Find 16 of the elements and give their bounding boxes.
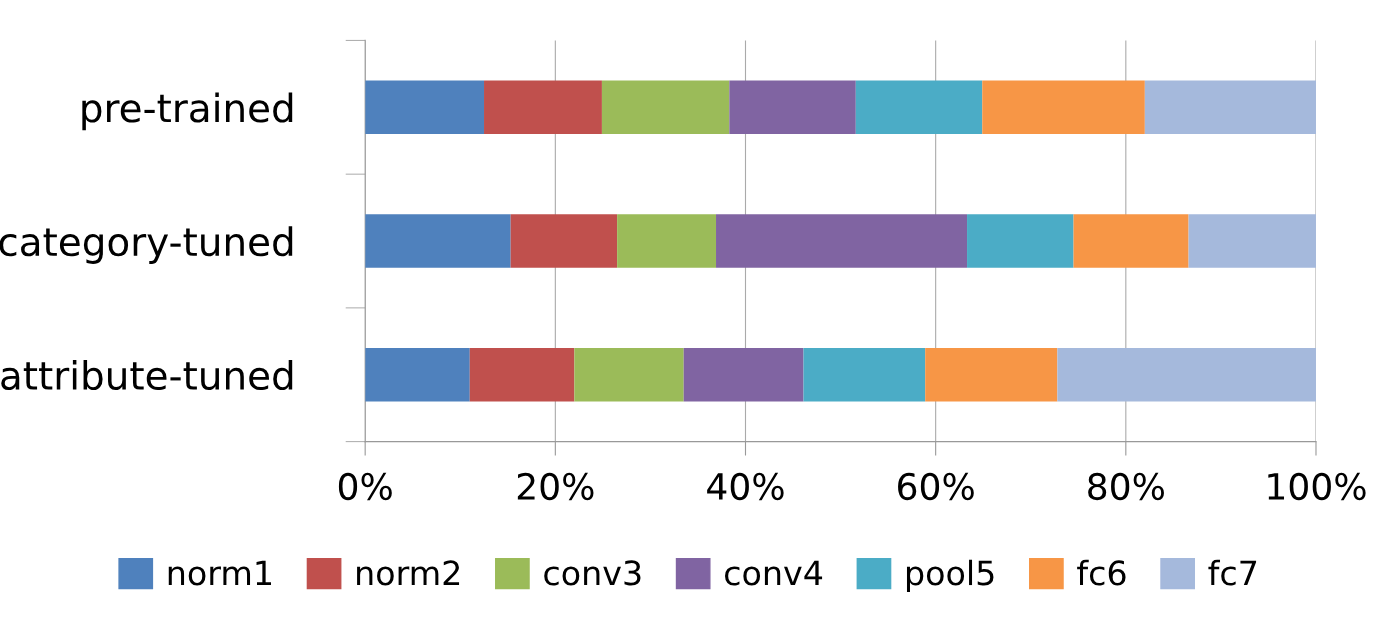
x-tick-label: 80%	[1088, 472, 1164, 501]
x-tick-label: 60%	[898, 472, 974, 501]
legend-label: conv4	[725, 560, 823, 586]
x-tick-label: 0%	[338, 472, 392, 501]
legend-label: norm1	[168, 560, 271, 586]
legend-label: norm2	[357, 560, 460, 586]
x-tick-label: 40%	[707, 472, 784, 501]
y-tick-label: pre-trained	[82, 92, 293, 131]
x-tick-label: 100%	[1268, 472, 1366, 501]
y-tick-label: category-tuned	[0, 226, 293, 264]
legend-label: fc7	[1208, 559, 1257, 586]
y-tick-label: attribute-tuned	[1, 359, 293, 391]
legend-label: fc6	[1077, 559, 1126, 586]
x-tick-label: 20%	[517, 472, 594, 501]
legend-label: conv3	[544, 560, 641, 586]
legend-label: pool5	[906, 559, 994, 592]
